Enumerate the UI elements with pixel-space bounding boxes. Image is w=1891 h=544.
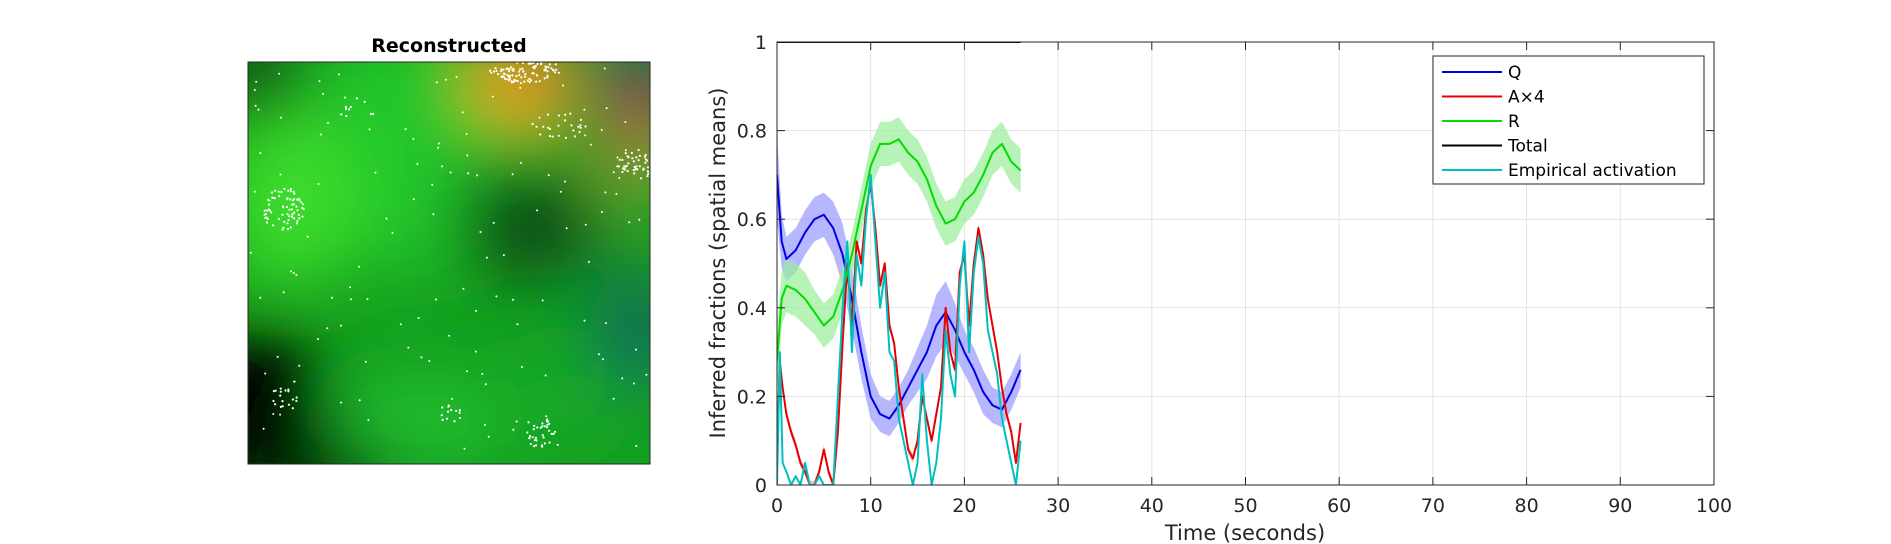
x-tick-label: 80 — [1515, 495, 1539, 517]
legend-label: Empirical activation — [1508, 161, 1677, 181]
y-tick-label: 0.8 — [737, 121, 767, 143]
y-tick-label: 0.4 — [737, 298, 767, 320]
y-tick-label: 0.6 — [737, 209, 767, 231]
x-tick-label: 90 — [1608, 495, 1632, 517]
x-tick-label: 50 — [1233, 495, 1257, 517]
x-tick-label: 40 — [1140, 495, 1164, 517]
y-tick-label: 1 — [755, 32, 767, 54]
axis-ticks: 0 10 20 30 40 50 60 70 80 90 100 0 0.2 0.4 0.6 0.8 1 — [737, 32, 1732, 517]
x-tick-label: 60 — [1327, 495, 1351, 517]
reconstructed-image — [248, 62, 650, 464]
legend-label: A×4 — [1508, 88, 1545, 108]
left-panel-title: Reconstructed — [371, 35, 526, 57]
series-line-empirical-activation — [777, 173, 1022, 485]
series-line-a-4 — [777, 182, 1022, 485]
legend-label: Q — [1508, 63, 1521, 83]
y-tick-label: 0 — [755, 475, 767, 497]
legend: Q A×4 R Total Empirical activation — [1432, 55, 1705, 185]
legend-label: R — [1508, 112, 1520, 132]
x-axis-label: Time (seconds) — [1164, 521, 1325, 544]
legend-label: Total — [1507, 137, 1548, 157]
image-frame — [247, 61, 651, 465]
event-dots — [249, 62, 650, 450]
x-tick-label: 0 — [771, 495, 783, 517]
x-tick-label: 10 — [859, 495, 883, 517]
x-tick-label: 20 — [952, 495, 976, 517]
band-r — [777, 117, 1021, 397]
y-tick-label: 0.2 — [737, 386, 767, 408]
series-lines — [777, 42, 1022, 485]
x-tick-label: 30 — [1046, 495, 1070, 517]
y-axis-label: Inferred fractions (spatial means) — [706, 88, 730, 439]
confidence-bands — [777, 117, 1021, 485]
band-q — [777, 130, 1021, 437]
x-tick-label: 100 — [1696, 495, 1732, 517]
series-line-q — [777, 174, 1022, 420]
x-tick-label: 70 — [1421, 495, 1445, 517]
series-line-r — [777, 138, 1022, 362]
